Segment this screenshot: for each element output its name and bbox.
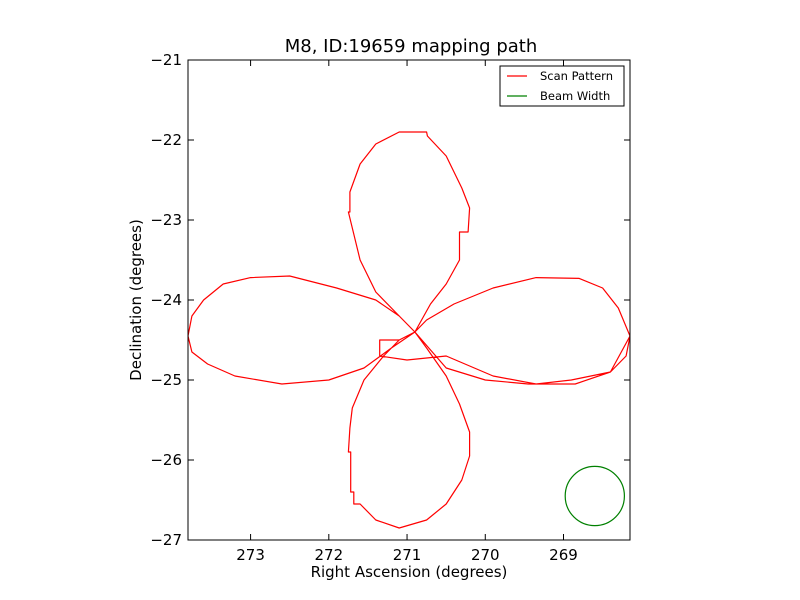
data-layer: [188, 131, 630, 529]
plot-area: 273 272 271 270 269 −21 −22 −23 −24 −25 −26 −27: [150, 51, 631, 564]
x-tick-label: 271: [393, 546, 422, 564]
beam-width-circle: [564, 465, 626, 527]
ticks-layer: 273 272 271 270 269 −21 −22 −23 −24 −25 −26 −27: [150, 51, 630, 564]
chart-title: M8, ID:19659 mapping path: [285, 36, 538, 57]
y-tick-label: −25: [150, 371, 182, 389]
x-tick-label: 273: [236, 546, 265, 564]
y-tick-label: −24: [150, 291, 182, 309]
x-axis-label: Right Ascension (degrees): [311, 563, 508, 581]
y-tick-label: −27: [150, 531, 182, 549]
y-tick-label: −23: [150, 211, 182, 229]
y-tick-label: −21: [150, 51, 182, 69]
legend-box: [499, 65, 625, 107]
series-line-scan-pattern: [188, 131, 630, 529]
x-tick-label: 269: [549, 546, 578, 564]
y-tick-label: −26: [150, 451, 182, 469]
x-tick-label: 270: [471, 546, 500, 564]
legend-label-beam-width: Beam Width: [540, 89, 610, 103]
legend-label-scan-pattern: Scan Pattern: [540, 69, 613, 83]
y-axis-label: Declination (degrees): [127, 219, 145, 381]
legend: Scan Pattern Beam Width: [499, 65, 625, 107]
x-tick-label: 272: [314, 546, 343, 564]
y-tick-label: −22: [150, 131, 182, 149]
